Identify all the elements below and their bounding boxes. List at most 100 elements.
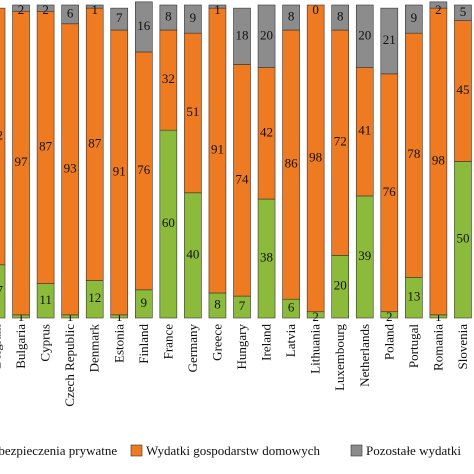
- value-label: 2: [42, 2, 49, 17]
- value-label: 98: [309, 149, 322, 164]
- value-label: 86: [285, 156, 299, 171]
- bar-segment: [282, 4, 300, 31]
- value-label: 1: [116, 309, 123, 324]
- value-label: 72: [334, 134, 347, 149]
- value-label: 1: [91, 2, 98, 17]
- bar-segment: [257, 4, 276, 68]
- x-tick-label: Belgium: [0, 324, 4, 369]
- x-tick-label: Portugal: [406, 324, 421, 368]
- value-label: 87: [39, 138, 53, 153]
- bar-segment: [85, 4, 104, 9]
- legend-label: Pozostałe wydatki: [366, 443, 461, 458]
- bar-segment: [135, 1, 153, 53]
- x-tick-label: Lithuania: [308, 324, 323, 374]
- value-label: 38: [260, 250, 273, 265]
- bar-segment: [429, 1, 448, 9]
- x-tick-label: Bulgaria: [13, 324, 28, 369]
- value-label: 11: [39, 292, 52, 307]
- value-label: 18: [236, 27, 249, 42]
- bar-segment: [184, 4, 202, 34]
- bar-segment: [233, 7, 251, 65]
- value-label: 21: [383, 32, 396, 47]
- value-label: 17: [0, 282, 4, 297]
- x-tick-label: France: [160, 324, 175, 360]
- value-label: 2: [386, 309, 393, 324]
- x-tick-label: Romania: [430, 324, 445, 371]
- value-label: 91: [211, 142, 224, 157]
- value-label: 20: [358, 27, 371, 42]
- value-label: 0: [312, 2, 319, 17]
- value-label: 50: [456, 231, 469, 246]
- bar-segment: [0, 264, 6, 319]
- value-label: 2: [435, 2, 442, 17]
- value-label: 6: [288, 300, 295, 315]
- value-label: 45: [456, 82, 469, 97]
- value-label: 8: [165, 9, 172, 24]
- legend-label: Wydatki gospodarstw domowych: [146, 443, 320, 458]
- bar-segment: [331, 4, 350, 31]
- value-label: 1: [435, 309, 442, 324]
- bar-segment: [110, 7, 129, 31]
- value-label: 2: [312, 309, 319, 324]
- value-label: 12: [88, 290, 101, 305]
- x-tick-label: Greece: [209, 324, 224, 361]
- value-label: 76: [137, 162, 151, 177]
- x-tick-label: Ireland: [259, 324, 274, 361]
- legend-label: Ubezpieczenia prywatne: [0, 443, 117, 458]
- bar-segment: [405, 4, 423, 34]
- value-label: 78: [407, 146, 420, 161]
- bar-segment: [355, 4, 374, 68]
- value-label: 76: [383, 184, 397, 199]
- x-tick-label: Netherlands: [357, 324, 372, 387]
- value-label: 1: [67, 309, 74, 324]
- value-label: 42: [260, 124, 273, 139]
- value-label: 97: [15, 154, 29, 169]
- value-label: 9: [411, 10, 418, 25]
- bar-segment: [61, 4, 79, 25]
- value-label: 16: [137, 18, 151, 33]
- value-label: 20: [260, 27, 273, 42]
- value-label: 7: [116, 10, 123, 25]
- bar-segment: [0, 7, 6, 266]
- value-label: 20: [334, 278, 347, 293]
- x-tick-label: Latvia: [283, 324, 298, 357]
- x-tick-label: Finland: [136, 324, 151, 364]
- bar-segment: [306, 4, 325, 313]
- x-tick-label: Hungary: [234, 324, 249, 370]
- value-label: 8: [337, 9, 344, 24]
- value-label: 40: [186, 246, 199, 261]
- value-label: 82: [0, 127, 3, 142]
- value-label: 32: [162, 71, 175, 86]
- value-label: 74: [236, 171, 250, 186]
- value-label: 6: [67, 5, 74, 20]
- x-tick-label: Denmark: [87, 324, 102, 373]
- value-label: 2: [18, 2, 25, 17]
- x-tick-label: Slovenia: [455, 324, 470, 370]
- x-tick-label: Czech Republic: [62, 324, 77, 407]
- value-label: 5: [460, 4, 467, 19]
- value-label: 8: [214, 296, 221, 311]
- x-tick-label: Luxembourg: [332, 324, 347, 391]
- value-label: 39: [358, 248, 371, 263]
- value-label: 60: [162, 215, 175, 230]
- x-tick-label: Germany: [185, 324, 200, 373]
- x-tick-label: Estonia: [111, 324, 126, 363]
- legend-swatch: [350, 444, 363, 457]
- bar-segment: [380, 7, 399, 75]
- bar-segment: [36, 4, 55, 12]
- x-tick-label: Cyprus: [38, 324, 53, 362]
- value-label: 1: [214, 2, 221, 17]
- value-label: 9: [190, 10, 197, 25]
- value-label: 7: [239, 298, 246, 313]
- value-label: 87: [88, 135, 102, 150]
- x-tick-label: Poland: [381, 324, 396, 361]
- value-label: 9: [141, 295, 148, 310]
- legend-swatch: [130, 444, 143, 457]
- value-label: 51: [186, 104, 199, 119]
- value-label: 13: [407, 289, 420, 304]
- value-label: 91: [113, 163, 126, 178]
- value-label: 93: [64, 160, 77, 175]
- bar-segment: [454, 4, 472, 21]
- value-label: 8: [288, 9, 295, 24]
